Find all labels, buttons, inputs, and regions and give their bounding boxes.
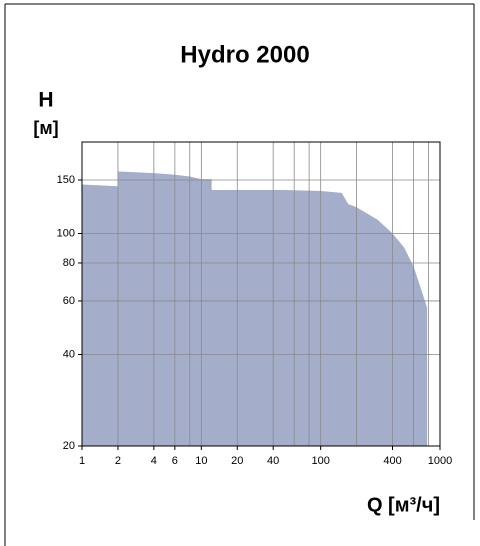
x-tick-label: 1000 bbox=[428, 455, 452, 467]
x-tick-label: 4 bbox=[151, 455, 157, 467]
chart-title: Hydro 2000 bbox=[180, 41, 309, 68]
y-axis-label: H bbox=[38, 89, 53, 112]
x-tick-label: 100 bbox=[311, 455, 329, 467]
y-axis-unit: [м] bbox=[33, 118, 58, 138]
y-tick-label: 60 bbox=[63, 295, 75, 307]
x-tick-label: 2 bbox=[115, 455, 121, 467]
area bbox=[82, 171, 428, 447]
plot-border bbox=[81, 141, 441, 447]
y-tick-label: 100 bbox=[57, 227, 75, 239]
x-tick-label: 6 bbox=[172, 455, 178, 467]
y-tick-label: 150 bbox=[57, 174, 75, 186]
y-tick-label: 80 bbox=[63, 257, 75, 269]
x-tick-label: 10 bbox=[195, 455, 207, 467]
x-tick-label: 40 bbox=[267, 455, 279, 467]
x-tick-label: 1 bbox=[79, 455, 85, 467]
y-tick-label: 40 bbox=[63, 348, 75, 360]
y-tick-label: 20 bbox=[63, 440, 75, 452]
x-tick-label: 400 bbox=[383, 455, 401, 467]
x-tick-label: 20 bbox=[231, 455, 243, 467]
x-axis-label: Q [м³/ч] bbox=[367, 494, 440, 516]
